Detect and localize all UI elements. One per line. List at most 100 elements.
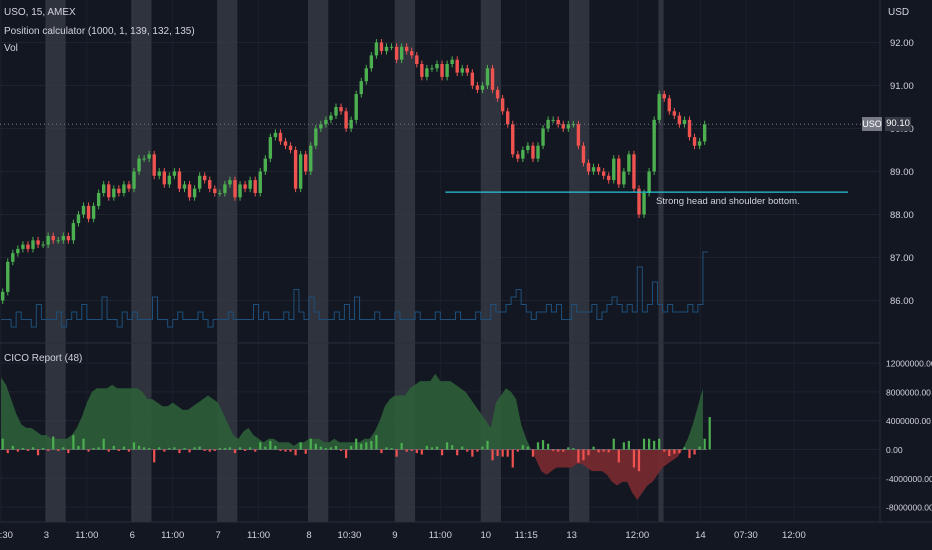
candle-body: [96, 193, 101, 206]
candle-body: [506, 111, 510, 125]
time-tick-label: 11:15: [515, 530, 538, 541]
candle-body: [6, 261, 10, 292]
cico-bar: [244, 449, 247, 451]
cico-bar: [137, 445, 141, 450]
cico-bar: [466, 449, 469, 452]
cico-legend[interactable]: CICO Report (48): [4, 353, 83, 364]
candle-body: [142, 158, 146, 160]
candle-body: [127, 184, 131, 189]
cico-bar: [405, 449, 408, 452]
candle-body: [51, 236, 55, 241]
candle-body: [612, 158, 616, 181]
cico-bar: [446, 442, 449, 450]
candle-body: [495, 89, 500, 99]
time-tick-label: 8: [306, 530, 311, 541]
candle-body: [1, 291, 5, 301]
cico-bar: [6, 449, 9, 454]
cico-bar: [567, 447, 570, 450]
candle-body: [536, 145, 540, 159]
candle-body: [566, 124, 570, 129]
candle-body: [364, 68, 368, 82]
position-calculator-legend[interactable]: Position calculator (1000, 1, 139, 132, …: [4, 26, 195, 37]
cico-bar: [314, 443, 317, 450]
cico-bar: [577, 449, 580, 463]
cico-bar: [148, 448, 151, 450]
candle-body: [46, 236, 50, 245]
time-tick-label: 13: [566, 530, 577, 541]
candle-body: [26, 244, 30, 249]
candle-body: [102, 184, 106, 193]
candle-body: [298, 154, 303, 189]
candle-body: [500, 98, 505, 112]
cico-bar: [87, 449, 90, 452]
candle-body: [667, 98, 671, 112]
candle-body: [253, 180, 257, 193]
candle-body: [324, 119, 328, 125]
candle-body: [314, 128, 318, 146]
cico-bar: [627, 440, 630, 450]
candle-body: [672, 111, 677, 116]
candle-body: [516, 154, 520, 159]
candle-body: [682, 119, 687, 125]
cico-bar: [526, 446, 529, 450]
candle-body: [526, 145, 530, 150]
indicator-axis[interactable]: 12000000.00 8000000.00 4000000.00 0.00 -4000…: [886, 359, 932, 513]
cico-bar: [294, 449, 297, 456]
indicator-tick-label: -8000000.00: [886, 503, 932, 513]
cico-bar: [279, 449, 282, 451]
candle-body: [687, 119, 692, 138]
candle-body: [278, 132, 283, 142]
cico-bar: [77, 445, 80, 450]
cico-bar: [238, 447, 242, 450]
cico-bar: [228, 447, 232, 450]
cico-bar: [117, 449, 120, 451]
cico-bar: [521, 445, 524, 450]
candle-body: [293, 150, 298, 189]
session-shade: [658, 0, 664, 522]
candle-body: [329, 115, 333, 120]
candle-body: [41, 244, 45, 246]
cico-bar: [607, 449, 610, 453]
time-tick-label: 11:00: [75, 530, 98, 541]
cico-bar: [249, 447, 252, 450]
candle-body: [586, 162, 591, 172]
cico-bar: [572, 448, 575, 450]
candle-body: [551, 119, 555, 121]
time-axis[interactable]: 10:30 3 11:00 6 11:00 7 11:00 8 10:30 9 11:00 10 11:…: [0, 530, 806, 541]
cico-bar: [360, 443, 363, 450]
candle-body: [208, 180, 212, 189]
cico-bar: [637, 449, 641, 472]
chart-annotation[interactable]: Strong head and shoulder bottom.: [656, 196, 800, 207]
candle-body: [177, 171, 182, 189]
cico-bar: [582, 449, 585, 461]
candle-body: [702, 124, 707, 142]
cico-positive-area: [1, 373, 703, 450]
candle-body: [21, 244, 25, 249]
candle-body: [122, 184, 126, 193]
symbol-legend[interactable]: USO, 15, AMEX: [4, 7, 76, 18]
cico-bar: [486, 440, 489, 450]
candle-body: [627, 154, 631, 172]
candle-body: [349, 119, 353, 129]
candle-body: [117, 188, 121, 193]
candle-body: [591, 167, 596, 172]
cico-bar: [269, 440, 272, 450]
volume-legend[interactable]: Vol: [4, 43, 18, 54]
cico-bar: [97, 447, 100, 450]
cico-bar: [516, 449, 519, 452]
last-price-badge: 90.10: [885, 117, 911, 131]
cico-bar: [42, 448, 45, 450]
candle-body: [601, 171, 606, 176]
cico-bar: [476, 449, 479, 452]
cico-bar: [380, 449, 383, 454]
cico-bar: [385, 447, 388, 450]
cico-bar: [132, 442, 136, 450]
candle-body: [71, 223, 76, 241]
cico-bar: [153, 449, 156, 463]
cico-bars: [1, 417, 711, 472]
cico-bar: [57, 449, 60, 451]
cico-bar: [602, 449, 605, 452]
cico-bar: [456, 449, 459, 456]
cico-bar: [345, 449, 348, 459]
